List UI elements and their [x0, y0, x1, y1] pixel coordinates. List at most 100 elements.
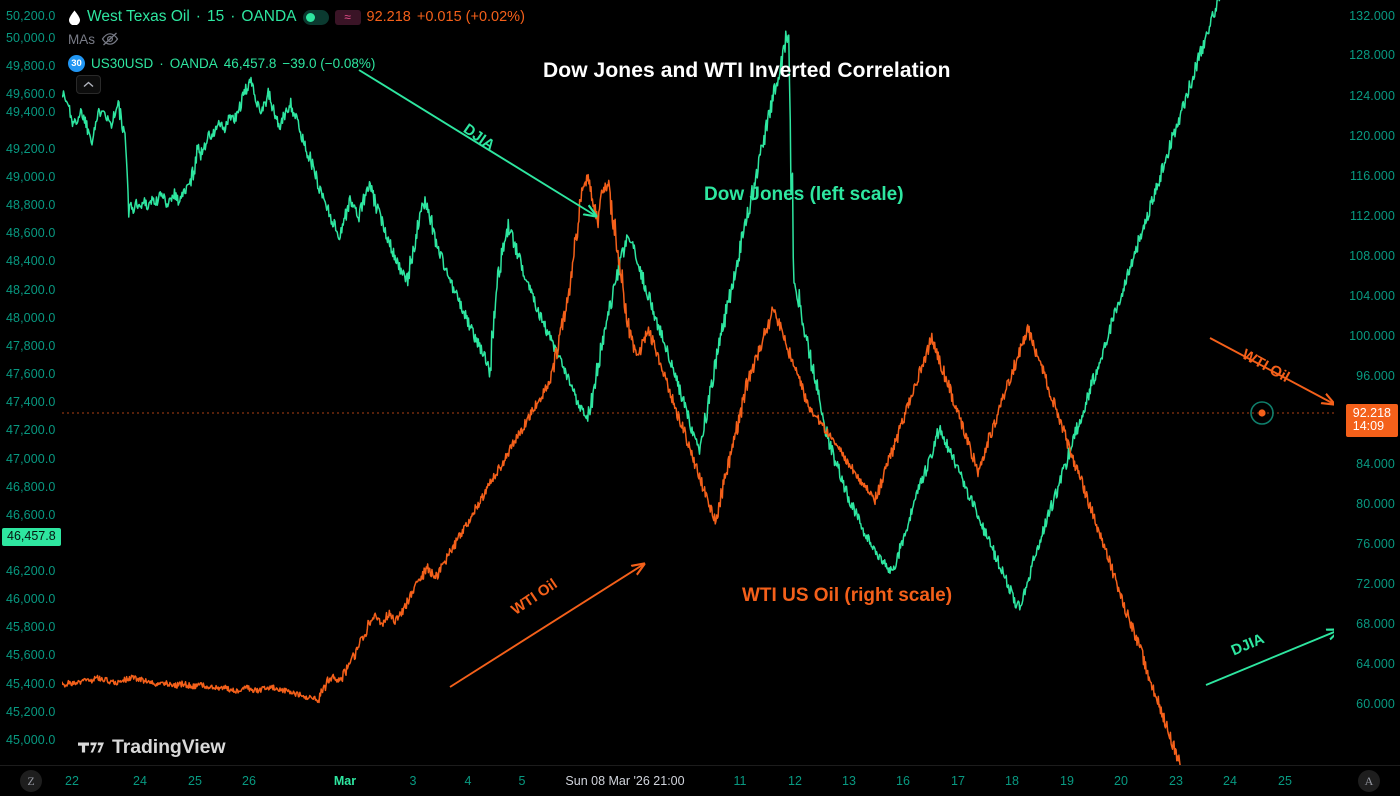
right-axis-tick: 120.000: [1349, 129, 1395, 143]
time-axis-tick: 16: [896, 774, 910, 788]
left-axis-tick: 45,800.0: [6, 620, 56, 634]
right-price-axis[interactable]: 132.000 128.000 124.000 120.000 116.000 112.0…: [1334, 0, 1400, 765]
left-axis-tick: 49,200.0: [6, 142, 56, 156]
chart-legend: West Texas Oil · 15 · OANDA ≈ 92.218 +0.…: [68, 6, 525, 76]
left-price-axis[interactable]: 50,200.0 50,000.0 49,800.0 49,600.0 49,400.0…: [0, 0, 62, 765]
eye-off-icon[interactable]: [101, 32, 119, 46]
left-current-price-tag[interactable]: 46,457.8: [2, 528, 61, 546]
time-axis-tick: Sun 08 Mar '26 21:00: [565, 774, 685, 788]
oil-drop-icon: [68, 10, 81, 25]
right-axis-tick: 76.000: [1356, 537, 1395, 551]
time-axis-tick: 24: [1223, 774, 1237, 788]
interval-badge-icon: 30: [68, 54, 85, 72]
right-axis-tick: 104.000: [1349, 289, 1395, 303]
annotation-arrow: [1209, 337, 1334, 404]
left-axis-tick: 48,400.0: [6, 254, 56, 268]
time-axis-tick: 19: [1060, 774, 1074, 788]
zoom-out-button[interactable]: Z: [20, 770, 42, 792]
chevron-up-icon: [83, 81, 94, 88]
left-axis-tick: 49,000.0: [6, 170, 56, 184]
legend-last-price: 92.218: [366, 9, 411, 25]
right-axis-tick: 60.000: [1356, 697, 1395, 711]
right-axis-tick: 112.000: [1350, 209, 1395, 223]
legend2-price-change: −39.0 (−0.08%): [282, 55, 376, 71]
legend-price-change: +0.015 (+0.02%): [416, 9, 525, 25]
price-series-line: [62, 173, 1181, 765]
price-series-canvas: [62, 0, 1334, 765]
time-axis-tick: 26: [242, 774, 256, 788]
left-axis-tick: 46,000.0: [6, 592, 56, 606]
right-tag-time: 14:09: [1352, 419, 1385, 433]
tradingview-logo-icon: [78, 742, 104, 753]
left-axis-tick: 48,600.0: [6, 226, 56, 240]
time-axis-tick: 25: [188, 774, 202, 788]
right-axis-tick: 100.000: [1349, 329, 1395, 343]
tradingview-watermark: TradingView: [78, 736, 226, 759]
legend2-symbol-name[interactable]: US30USD: [91, 55, 154, 71]
left-axis-tick: 45,400.0: [6, 677, 56, 691]
legend-sep-1: ·: [195, 8, 201, 25]
left-axis-tick: 46,800.0: [6, 480, 56, 494]
left-axis-tick: 50,200.0: [6, 9, 56, 23]
chart-plot-area[interactable]: [62, 0, 1334, 765]
left-axis-tick: 46,600.0: [6, 508, 56, 522]
right-axis-tick: 128.000: [1349, 48, 1395, 62]
time-axis-tick: 25: [1278, 774, 1292, 788]
legend2-last-price: 46,457.8: [223, 55, 277, 71]
right-current-price-tag[interactable]: 92.218 14:09: [1345, 404, 1398, 437]
time-axis-tick: 23: [1169, 774, 1183, 788]
auto-scale-button[interactable]: A: [1358, 770, 1380, 792]
legend-row-indicator[interactable]: MAs: [68, 28, 525, 50]
right-axis-tick: 108.000: [1349, 249, 1395, 263]
right-axis-tick: 80.000: [1356, 497, 1395, 511]
time-axis-tick: 17: [951, 774, 965, 788]
left-axis-tick: 47,000.0: [6, 452, 56, 466]
left-axis-tick: 49,400.0: [6, 105, 56, 119]
left-axis-tick: 48,800.0: [6, 198, 56, 212]
time-axis-tick: 3: [409, 774, 417, 788]
approx-badge-icon[interactable]: ≈: [334, 9, 361, 25]
left-axis-tick: 47,800.0: [6, 339, 56, 353]
annotation-arrow: [449, 564, 644, 688]
legend-row-primary[interactable]: West Texas Oil · 15 · OANDA ≈ 92.218 +0.…: [68, 6, 525, 28]
left-axis-tick: 49,600.0: [6, 87, 56, 101]
annotation-arrow: [1205, 630, 1334, 686]
time-axis[interactable]: Z A 22 24 25 26 Mar 3 4 5 Sun 08 Mar '26 21:00 11…: [0, 765, 1400, 796]
time-axis-tick: Mar: [333, 774, 357, 788]
left-axis-tick: 48,200.0: [6, 283, 56, 297]
right-axis-tick: 96.000: [1356, 369, 1395, 383]
right-axis-tick: 84.000: [1356, 457, 1395, 471]
left-axis-tick: 47,200.0: [6, 423, 56, 437]
left-axis-tick: 49,800.0: [6, 59, 56, 73]
time-axis-tick: 20: [1114, 774, 1128, 788]
tradingview-wordmark: TradingView: [112, 736, 226, 758]
left-axis-tick: 46,200.0: [6, 564, 56, 578]
last-price-marker-dot: [1258, 409, 1266, 417]
legend-row-secondary[interactable]: 30 US30USD · OANDA 46,457.8 −39.0 (−0.08…: [68, 50, 525, 76]
time-axis-tick: 24: [133, 774, 147, 788]
right-axis-tick: 68.000: [1356, 617, 1395, 631]
time-axis-tick: 13: [842, 774, 856, 788]
annotation-arrows-canvas: [358, 69, 1334, 688]
time-axis-tick: 12: [788, 774, 802, 788]
right-axis-tick: 64.000: [1356, 657, 1395, 671]
legend-symbol-name[interactable]: West Texas Oil: [87, 8, 190, 25]
legend-collapse-button[interactable]: [76, 75, 101, 94]
time-axis-tick: 5: [518, 774, 526, 788]
legend2-sep: ·: [159, 55, 164, 71]
price-series-line: [62, 0, 1221, 611]
last-price-marker-ring: [1250, 401, 1274, 425]
indicator-label[interactable]: MAs: [68, 31, 95, 47]
legend-interval[interactable]: 15: [206, 8, 225, 25]
left-axis-tick: 47,600.0: [6, 367, 56, 381]
left-axis-tick: 45,000.0: [6, 733, 56, 747]
left-axis-tick: 47,400.0: [6, 395, 56, 409]
time-axis-tick: 11: [733, 774, 747, 788]
annotation-arrow: [358, 69, 596, 216]
series-visibility-toggle[interactable]: [302, 9, 329, 25]
time-axis-tick: 22: [65, 774, 79, 788]
time-axis-tick: 4: [464, 774, 472, 788]
legend-exchange: OANDA: [241, 8, 297, 25]
right-axis-tick: 132.000: [1349, 9, 1395, 23]
left-axis-tick: 45,600.0: [6, 648, 56, 662]
